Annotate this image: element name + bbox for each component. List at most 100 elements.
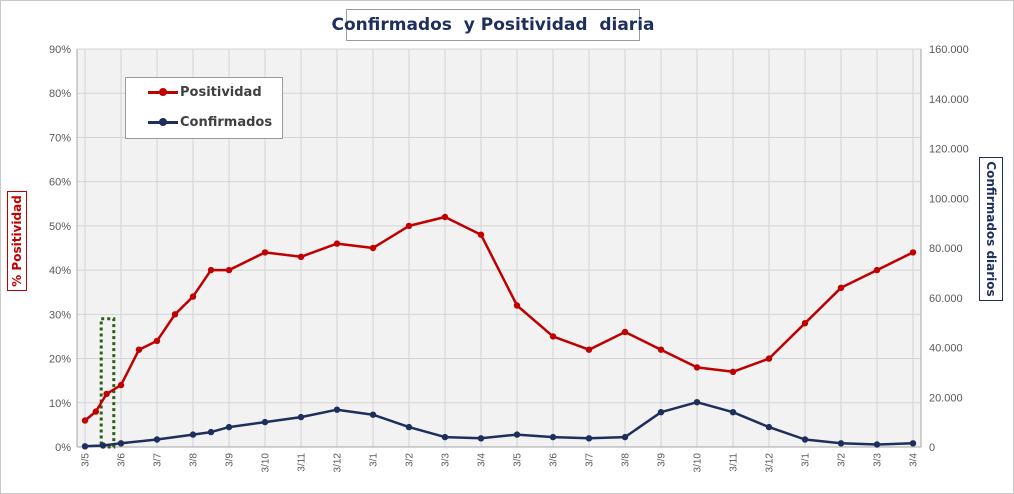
x-tick-label: 3/9 <box>225 453 236 467</box>
data-point-confirmados <box>729 409 737 416</box>
chart-title-box: Confirmados y Positividad diaria <box>332 9 655 41</box>
x-tick-label: 3/2 <box>405 453 416 467</box>
data-point-positividad <box>207 266 215 274</box>
legend-item-confirmados: Confirmados <box>148 114 272 130</box>
data-point-positividad <box>135 346 143 353</box>
left-tick-label: 30% <box>49 309 71 321</box>
data-point-confirmados <box>81 443 89 450</box>
right-tick-label: 140.000 <box>929 94 969 106</box>
x-tick-label: 3/9 <box>657 453 668 467</box>
x-tick-label: 3/10 <box>693 453 704 473</box>
data-point-confirmados <box>405 423 413 431</box>
x-tick-label: 3/4 <box>909 453 920 467</box>
x-tick-label: 3/12 <box>333 453 344 473</box>
data-point-confirmados <box>621 433 629 441</box>
data-point-positividad <box>765 355 773 362</box>
data-point-positividad <box>92 408 100 415</box>
right-tick-label: 100.000 <box>929 193 969 205</box>
data-point-confirmados <box>297 413 305 421</box>
x-tick-label: 3/12 <box>765 453 776 473</box>
x-tick-label: 3/2 <box>837 453 848 467</box>
x-tick-label: 3/3 <box>873 453 884 467</box>
data-point-positividad <box>477 231 485 238</box>
left-tick-label: 50% <box>49 221 71 233</box>
data-point-positividad <box>333 240 341 247</box>
data-point-positividad <box>369 244 377 252</box>
data-point-positividad <box>261 249 269 256</box>
data-point-positividad <box>103 390 110 398</box>
data-point-confirmados <box>333 406 341 413</box>
data-point-confirmados <box>261 418 269 426</box>
data-point-positividad <box>873 266 881 274</box>
data-point-positividad <box>729 368 737 375</box>
data-point-positividad <box>513 302 521 309</box>
right-tick-label: 0 <box>929 442 935 454</box>
left-tick-label: 60% <box>49 177 71 189</box>
right-tick-label: 80.000 <box>929 243 963 255</box>
x-tick-label: 3/5 <box>513 453 524 467</box>
right-tick-label: 120.000 <box>929 144 969 156</box>
left-tick-label: 10% <box>49 398 71 410</box>
data-point-confirmados <box>441 433 449 441</box>
right-axis-title: Confirmados diarios <box>984 161 998 297</box>
x-tick-label: 3/6 <box>117 453 128 467</box>
annotation-dashed-box <box>99 317 116 449</box>
left-tick-label: 90% <box>49 44 71 56</box>
data-point-positividad <box>801 320 809 327</box>
chart-title: Confirmados y Positividad diaria <box>331 15 655 35</box>
data-point-positividad <box>693 364 701 371</box>
data-point-confirmados <box>693 399 701 406</box>
data-point-confirmados <box>549 433 557 441</box>
data-point-confirmados <box>117 440 125 447</box>
x-tick-label: 3/8 <box>621 453 632 467</box>
x-tick-label: 3/10 <box>261 453 272 473</box>
data-point-positividad <box>909 249 917 256</box>
data-point-confirmados <box>513 431 521 438</box>
data-point-confirmados <box>369 411 377 418</box>
data-point-confirmados <box>765 423 773 431</box>
left-axis-title: % Positividad <box>10 195 24 287</box>
data-point-positividad <box>621 328 629 336</box>
left-tick-label: 40% <box>49 265 71 277</box>
data-point-positividad <box>153 337 161 345</box>
right-axis-title-box: Confirmados diarios <box>979 157 1003 301</box>
data-point-positividad <box>189 293 197 300</box>
data-point-confirmados <box>657 409 665 416</box>
legend-item-positividad: Positividad <box>148 84 262 100</box>
left-tick-label: 0% <box>55 442 71 454</box>
legend-swatch-positividad <box>148 84 178 100</box>
data-point-confirmados <box>207 428 215 436</box>
data-point-confirmados <box>189 431 197 438</box>
left-axis-title-box: % Positividad <box>7 191 27 291</box>
legend-swatch-confirmados <box>148 114 178 130</box>
left-tick-label: 80% <box>49 88 71 100</box>
data-point-confirmados <box>477 435 485 442</box>
right-tick-label: 160.000 <box>929 44 969 56</box>
x-tick-label: 3/7 <box>585 453 596 467</box>
data-point-positividad <box>81 417 89 424</box>
data-point-positividad <box>171 311 179 318</box>
data-point-positividad <box>225 266 233 274</box>
data-point-confirmados <box>837 440 845 447</box>
x-tick-label: 3/5 <box>81 453 92 467</box>
right-tick-label: 40.000 <box>929 343 963 355</box>
data-point-positividad <box>657 346 665 353</box>
data-point-confirmados <box>873 441 881 448</box>
x-tick-label: 3/11 <box>297 453 308 472</box>
legend-label-confirmados: Confirmados <box>180 114 273 130</box>
data-point-positividad <box>549 333 557 340</box>
legend-label-positividad: Positividad <box>180 84 262 100</box>
data-point-confirmados <box>99 442 107 449</box>
data-point-positividad <box>117 381 125 389</box>
left-tick-label: 20% <box>49 354 71 366</box>
left-tick-label: 70% <box>49 132 71 144</box>
right-tick-label: 60.000 <box>929 293 963 305</box>
data-point-confirmados <box>153 436 161 443</box>
data-point-positividad <box>297 253 305 260</box>
data-point-confirmados <box>585 435 593 442</box>
x-tick-label: 3/3 <box>441 453 452 467</box>
x-tick-label: 3/8 <box>189 453 200 467</box>
x-tick-label: 3/11 <box>729 453 740 472</box>
